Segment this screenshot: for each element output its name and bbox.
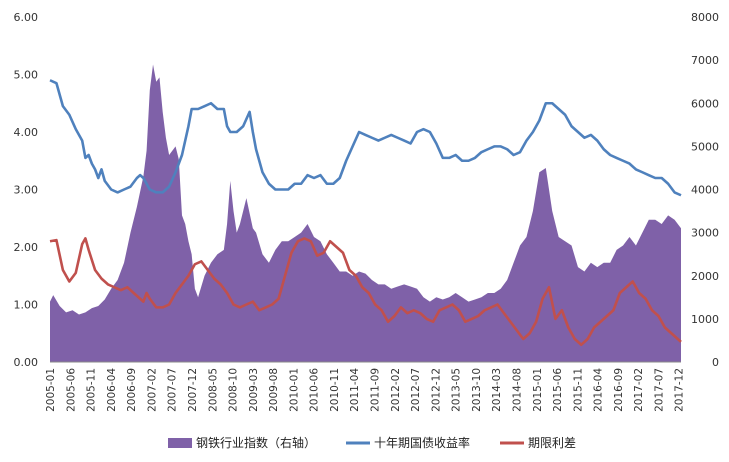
left-axis-tick-label: 2.00 — [14, 241, 39, 254]
x-axis-tick-label: 2012-02 — [390, 368, 402, 412]
right-axis-tick-label: 1000 — [691, 313, 719, 326]
right-axis-tick-label: 4000 — [691, 184, 719, 197]
x-axis-tick-label: 2010-11 — [329, 368, 341, 412]
right-axis: 0 1000 2000 3000 4000 5000 6000 7000 8000 — [691, 11, 719, 369]
x-axis-tick-label: 2015-01 — [532, 368, 544, 412]
x-axis-tick-label: 2010-06 — [309, 368, 321, 412]
right-axis-tick-label: 2000 — [691, 270, 719, 283]
x-axis-tick-label: 2005-06 — [65, 368, 77, 412]
x-axis-tick-label: 2011-04 — [349, 368, 361, 412]
x-axis-tick-label: 2017-12 — [674, 368, 686, 412]
x-axis-tick-label: 2007-02 — [146, 368, 158, 412]
x-axis-tick-label: 2007-12 — [187, 368, 199, 412]
legend-item: 期限利差 — [500, 436, 576, 450]
x-axis-tick-label: 2013-10 — [471, 368, 483, 412]
x-axis-tick-label: 2015-11 — [572, 368, 584, 412]
x-axis-tick-label: 2006-04 — [106, 368, 118, 412]
series-area-steel-index — [50, 64, 681, 362]
series-line-term-spread — [49, 237, 682, 347]
x-axis-tick-label: 2013-05 — [451, 368, 463, 412]
right-axis-tick-label: 0 — [712, 356, 719, 369]
x-axis-tick-label: 2006-09 — [126, 368, 138, 412]
series-line-10y-yield — [49, 79, 682, 197]
legend-label: 期限利差 — [528, 436, 576, 450]
legend: 钢铁行业指数（右轴） 十年期国债收益率 期限利差 — [168, 435, 576, 450]
left-axis-tick-label: 6.00 — [14, 11, 39, 24]
x-axis-tick-label: 2014-03 — [491, 368, 503, 412]
legend-item: 十年期国债收益率 — [346, 435, 470, 450]
right-axis-tick-label: 3000 — [691, 227, 719, 240]
left-axis: 0.00 1.00 2.00 3.00 4.00 5.00 6.00 — [14, 11, 39, 369]
x-axis-tick-label: 2005-01 — [45, 368, 57, 412]
x-axis-tick-label: 2005-11 — [86, 368, 98, 412]
right-axis-tick-label: 8000 — [691, 11, 719, 24]
x-axis-tick-label: 2017-02 — [633, 368, 645, 412]
right-axis-tick-label: 6000 — [691, 97, 719, 110]
right-axis-tick-label: 7000 — [691, 54, 719, 67]
x-axis-tick-label: 2010-01 — [288, 368, 300, 412]
left-axis-tick-label: 3.00 — [14, 184, 39, 197]
x-axis-tick-label: 2017-07 — [654, 368, 666, 412]
x-axis-tick-label: 2012-12 — [430, 368, 442, 412]
x-axis-tick-label: 2016-09 — [613, 368, 625, 412]
left-axis-tick-label: 0.00 — [14, 356, 39, 369]
left-axis-tick-label: 4.00 — [14, 126, 39, 139]
left-axis-tick-label: 1.00 — [14, 299, 39, 312]
legend-label: 钢铁行业指数（右轴） — [196, 435, 316, 450]
legend-item: 钢铁行业指数（右轴） — [168, 435, 316, 450]
right-axis-tick-label: 5000 — [691, 140, 719, 153]
x-axis-tick-label: 2016-04 — [593, 368, 605, 412]
x-axis-tick-label: 2014-08 — [512, 368, 524, 412]
x-axis-tick-label: 2012-07 — [410, 368, 422, 412]
x-axis-tick-label: 2009-03 — [248, 368, 260, 412]
x-axis-tick-label: 2008-05 — [207, 368, 219, 412]
x-axis-tick-label: 2007-07 — [167, 368, 179, 412]
legend-swatch — [168, 438, 192, 448]
x-axis-tick-label: 2008-10 — [228, 368, 240, 412]
x-axis: 2005-01 2005-06 2005-11 2006-04 2006-09 2007-… — [45, 368, 686, 412]
legend-label: 十年期国债收益率 — [374, 435, 470, 450]
x-axis-tick-label: 2011-09 — [370, 368, 382, 412]
x-axis-tick-label: 2015-06 — [552, 368, 564, 412]
x-axis-tick-label: 2009-08 — [268, 368, 280, 412]
left-axis-tick-label: 5.00 — [14, 69, 39, 82]
